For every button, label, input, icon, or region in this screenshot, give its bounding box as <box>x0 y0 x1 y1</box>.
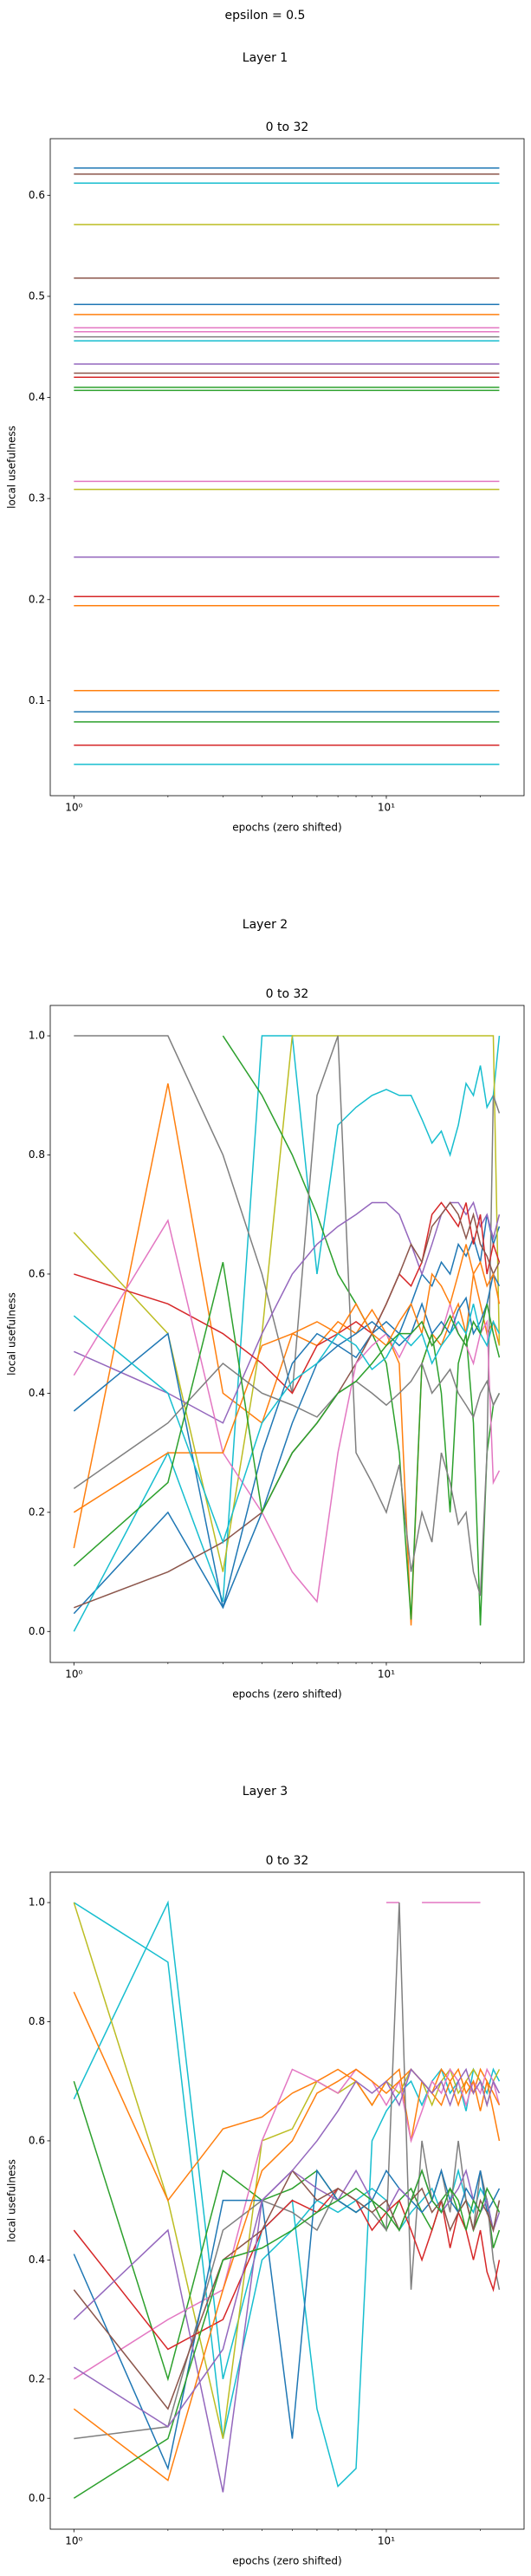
y-axis-label: local usefulness <box>6 2159 18 2242</box>
y-tick-label: 0.1 <box>29 694 45 706</box>
y-tick-label: 0.2 <box>29 1506 45 1518</box>
panel-title: Layer 2 <box>243 918 288 932</box>
axes-frame <box>49 1005 525 1663</box>
x-tick-label: 10⁰ <box>65 2535 82 2547</box>
y-tick-label: 0.2 <box>29 593 45 605</box>
axes-title: 0 to 32 <box>266 987 309 1001</box>
data-line <box>73 1244 501 1513</box>
data-line <box>73 1214 501 1615</box>
data-line <box>73 1304 501 1545</box>
data-line <box>74 1201 501 1609</box>
data-line <box>73 2080 501 2382</box>
x-tick-label: 10⁰ <box>65 802 82 814</box>
y-tick-label: 0.8 <box>29 1148 45 1161</box>
figure-title: epsilon = 0.5 <box>225 9 306 23</box>
y-tick-label: 0.5 <box>29 289 45 302</box>
plot-area <box>73 1900 501 2499</box>
x-axis-label: epochs (zero shifted) <box>232 1688 341 1701</box>
plot-area <box>73 1035 501 1632</box>
y-tick-label: 1.0 <box>29 1030 45 1042</box>
data-line <box>73 2187 501 2351</box>
data-line <box>73 2168 501 2471</box>
y-tick-label: 0.0 <box>29 2492 45 2504</box>
data-line <box>73 1262 501 1567</box>
y-axis-label: local usefulness <box>6 426 18 509</box>
axes-title: 0 to 32 <box>266 120 309 134</box>
data-line <box>73 2067 501 2428</box>
data-line <box>73 1362 501 1489</box>
data-line <box>74 1903 501 2440</box>
data-line <box>73 1035 501 1632</box>
axes-frame <box>49 1871 525 2530</box>
y-tick-label: 0.4 <box>29 2254 45 2266</box>
x-axis-label: epochs (zero shifted) <box>232 822 341 834</box>
y-tick-label: 0.6 <box>29 1267 45 1279</box>
panel-title: Layer 1 <box>243 51 288 65</box>
data-line <box>74 1201 501 1395</box>
y-tick-label: 0.3 <box>29 492 45 504</box>
y-tick-label: 1.0 <box>29 1896 45 1909</box>
x-tick-label: 10⁰ <box>65 1669 82 1681</box>
data-line <box>74 1035 501 1597</box>
axes-title: 0 to 32 <box>266 1854 309 1868</box>
panel-title: Layer 3 <box>243 1785 288 1799</box>
x-axis-label: epochs (zero shifted) <box>232 2555 341 2567</box>
y-tick-label: 0.4 <box>29 1387 45 1399</box>
y-tick-label: 0.8 <box>29 2015 45 2027</box>
data-line <box>73 1035 501 1572</box>
data-line <box>73 2169 501 2499</box>
y-tick-label: 0.4 <box>29 391 45 403</box>
y-axis-label: local usefulness <box>6 1292 18 1376</box>
y-tick-label: 0.0 <box>29 1625 45 1637</box>
y-tick-label: 0.6 <box>29 2134 45 2146</box>
y-tick-label: 0.6 <box>29 189 45 201</box>
data-line <box>73 1083 501 1626</box>
x-tick-label: 10¹ <box>378 2535 395 2547</box>
x-tick-label: 10¹ <box>378 1669 395 1681</box>
x-tick-label: 10¹ <box>378 802 395 814</box>
axes-frame <box>49 138 525 797</box>
data-line <box>73 1902 501 2439</box>
y-tick-label: 0.2 <box>29 2372 45 2384</box>
plot-area <box>74 167 500 765</box>
data-line <box>73 2067 501 2380</box>
data-line <box>73 1902 501 2439</box>
